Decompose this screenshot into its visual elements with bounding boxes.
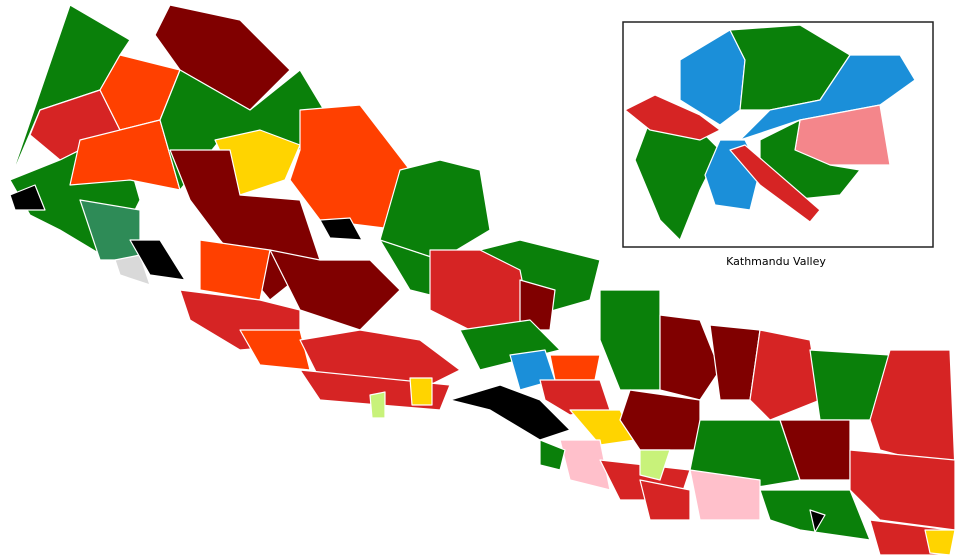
inset-label: Kathmandu Valley: [726, 255, 826, 268]
region: [519, 279, 556, 331]
region: [319, 217, 363, 241]
region: [809, 509, 826, 533]
region: [849, 449, 956, 531]
region: [739, 54, 916, 141]
region: [549, 354, 601, 381]
region: [269, 249, 401, 331]
region: [69, 119, 181, 191]
region: [599, 289, 661, 391]
region: [639, 479, 691, 521]
nepal-map: [9, 4, 956, 556]
region: [129, 239, 186, 281]
region: [409, 377, 433, 406]
region: [199, 239, 271, 301]
region: [659, 314, 721, 401]
region: [289, 104, 411, 231]
region: [539, 439, 566, 471]
region: [749, 329, 821, 421]
region: [369, 391, 386, 419]
inset: Kathmandu Valley: [622, 21, 934, 268]
region: [689, 419, 801, 491]
region: [449, 384, 571, 441]
region: [689, 469, 761, 521]
region: [639, 449, 671, 481]
region: [9, 184, 46, 211]
region: [114, 254, 151, 286]
region: [924, 529, 956, 556]
region: [624, 94, 721, 141]
region: [729, 144, 821, 223]
region: [559, 439, 611, 491]
region: [239, 329, 311, 371]
